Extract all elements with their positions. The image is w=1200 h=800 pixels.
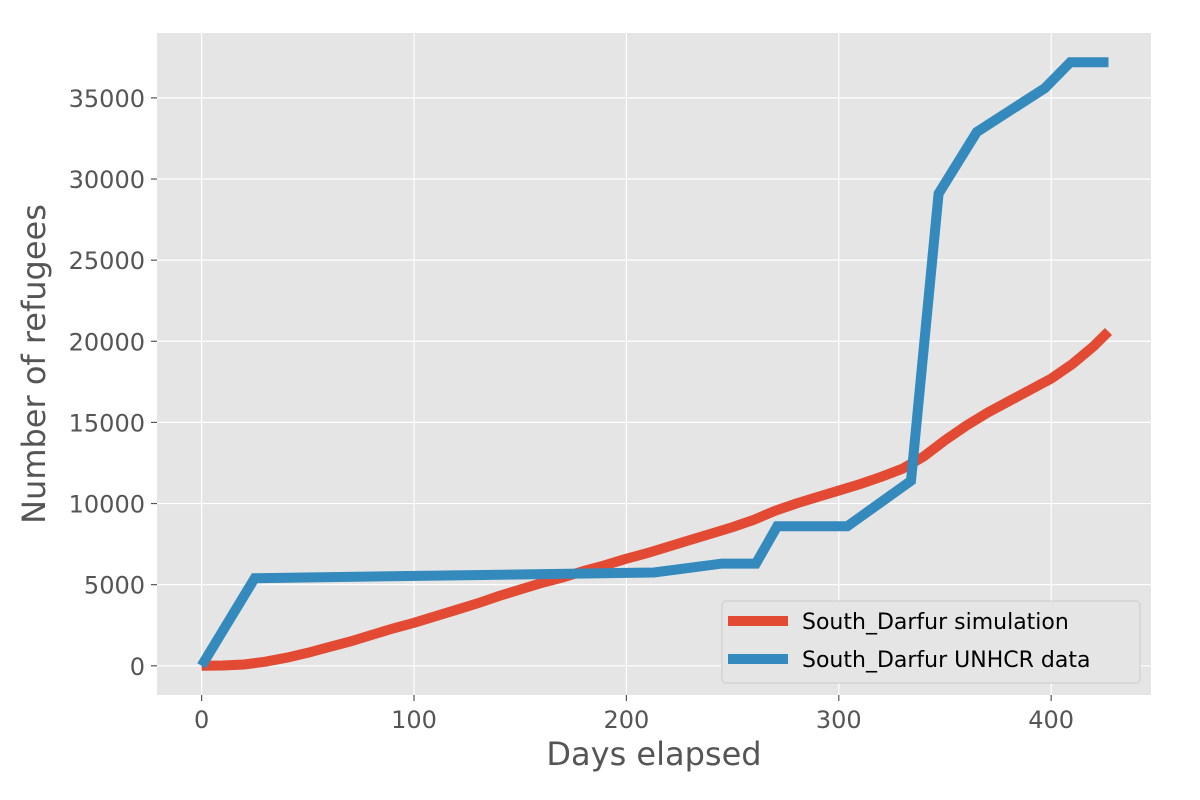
- x-axis-label: Days elapsed: [546, 735, 761, 773]
- y-tick-label: 15000: [69, 409, 145, 437]
- y-tick-label: 35000: [69, 85, 145, 113]
- plot-background: [157, 33, 1151, 695]
- y-tick-label: 20000: [69, 328, 145, 356]
- grid-lines: [157, 33, 1151, 695]
- y-tick-label: 5000: [84, 572, 145, 600]
- series-layer: [197, 57, 1113, 671]
- y-tick-label: 25000: [69, 247, 145, 275]
- x-tick-label: 300: [816, 706, 862, 734]
- legend-label-simulation: South_Darfur simulation: [802, 610, 1069, 635]
- series-line-simulation: [201, 327, 1113, 671]
- x-tick-label: 200: [603, 706, 649, 734]
- legend-label-unhcr: South_Darfur UNHCR data: [802, 648, 1090, 673]
- legend: South_Darfur simulation South_Darfur UNH…: [721, 600, 1141, 684]
- y-tick-label: 30000: [69, 166, 145, 194]
- y-axis-label: Number of refugees: [15, 204, 53, 524]
- x-tick-label: 400: [1028, 706, 1074, 734]
- x-tick-label: 100: [391, 706, 437, 734]
- tick-labels: 0 100 200 300 400 0 5000 10000 15000 20000 25000 30…: [69, 85, 1074, 734]
- legend-box: [721, 600, 1141, 684]
- y-tick-label: 10000: [69, 491, 145, 519]
- x-tick-label: 0: [194, 706, 209, 734]
- y-tick-label: 0: [130, 653, 145, 681]
- series-line-unhcr: [197, 57, 1109, 669]
